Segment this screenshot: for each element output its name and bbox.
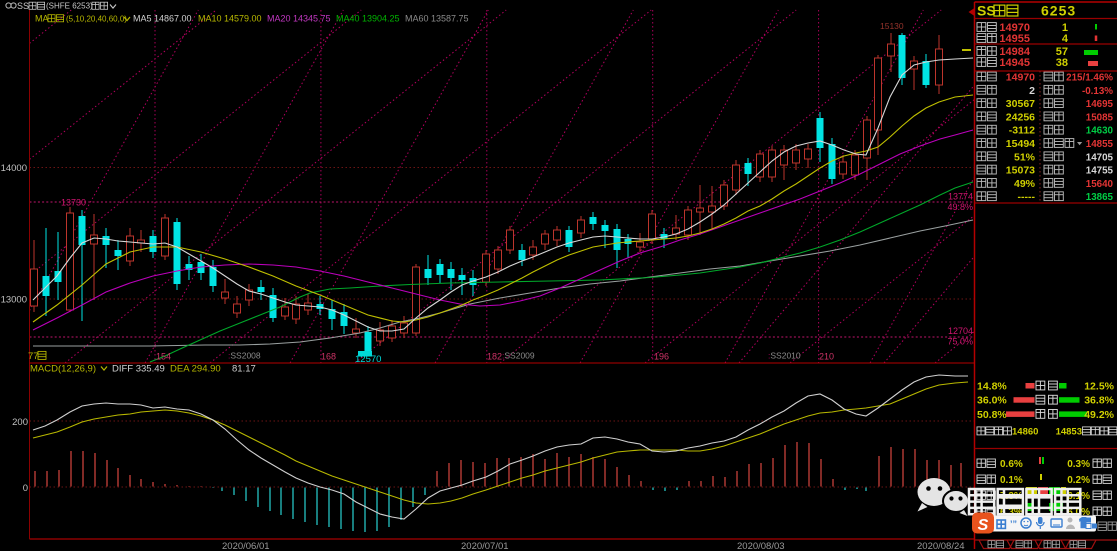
svg-text:12.5%: 12.5% <box>1084 381 1114 393</box>
svg-text:(SHFE 6253): (SHFE 6253) <box>46 2 93 11</box>
svg-text:-0.13%: -0.13% <box>1082 86 1113 97</box>
svg-text:S: S <box>978 517 989 534</box>
svg-text:15640: 15640 <box>1086 179 1114 190</box>
svg-text:14755: 14755 <box>1086 166 1114 177</box>
svg-text:154: 154 <box>156 352 171 362</box>
svg-text:SS: SS <box>977 3 996 19</box>
svg-text:14853: 14853 <box>1056 427 1082 438</box>
svg-text:0.6%: 0.6% <box>1000 459 1023 470</box>
svg-text:13730: 13730 <box>61 198 86 208</box>
svg-text:’”: ’” <box>1010 519 1017 529</box>
svg-text:14970: 14970 <box>999 22 1030 34</box>
svg-text:MA10 14579.00: MA10 14579.00 <box>198 14 262 24</box>
svg-text:36.8%: 36.8% <box>1084 395 1114 407</box>
svg-text:14705: 14705 <box>1086 152 1114 163</box>
svg-text:51%: 51% <box>1014 151 1036 163</box>
svg-text:MA60 13587.75: MA60 13587.75 <box>405 14 469 24</box>
svg-text:14970: 14970 <box>1006 72 1035 84</box>
svg-text:13865: 13865 <box>1086 192 1114 203</box>
svg-text:49.2%: 49.2% <box>1084 409 1114 421</box>
svg-text:15085: 15085 <box>1086 112 1114 123</box>
svg-text:50.8%: 50.8% <box>977 409 1007 421</box>
svg-text:12704: 12704 <box>948 326 973 336</box>
svg-text:14955: 14955 <box>999 33 1030 45</box>
svg-text:MA20 14345.75: MA20 14345.75 <box>267 14 331 24</box>
svg-text:182: 182 <box>487 352 502 362</box>
svg-text:200: 200 <box>12 417 28 428</box>
svg-text:-----: ----- <box>1018 191 1036 203</box>
svg-text:MACD(12,26,9): MACD(12,26,9) <box>30 364 96 375</box>
svg-text:2: 2 <box>1029 85 1035 97</box>
svg-text:81.17: 81.17 <box>232 364 256 375</box>
svg-text:SS: SS <box>17 1 29 11</box>
svg-text:2020/08/03: 2020/08/03 <box>737 541 785 551</box>
svg-text:36.0%: 36.0% <box>977 395 1007 407</box>
svg-text:14000: 14000 <box>1 163 27 174</box>
svg-text:(5,10,20,40,60,0): (5,10,20,40,60,0) <box>66 15 127 24</box>
svg-text:0: 0 <box>23 483 28 494</box>
svg-text:MA40 13904.25: MA40 13904.25 <box>336 14 400 24</box>
svg-text:DIFF 335.49: DIFF 335.49 <box>112 364 165 375</box>
svg-text:6.3%: 6.3% <box>1000 507 1023 518</box>
svg-text:14695: 14695 <box>1086 99 1114 110</box>
svg-text:MA5 14867.00: MA5 14867.00 <box>133 14 192 24</box>
svg-text:14855: 14855 <box>1086 139 1114 150</box>
svg-text:14945: 14945 <box>999 57 1030 69</box>
svg-text:0.1%: 0.1% <box>1000 475 1023 486</box>
svg-text:49%: 49% <box>1014 178 1036 190</box>
svg-text:77: 77 <box>28 351 39 362</box>
svg-text:15073: 15073 <box>1006 165 1035 177</box>
svg-text:2020/06/01: 2020/06/01 <box>222 541 270 551</box>
svg-text:14984: 14984 <box>999 46 1030 58</box>
svg-text:2020/07/01: 2020/07/01 <box>461 541 509 551</box>
svg-text:24256: 24256 <box>1006 111 1035 123</box>
svg-text:38: 38 <box>1056 57 1068 69</box>
svg-text:14860: 14860 <box>1012 427 1038 438</box>
svg-text:6253: 6253 <box>1041 3 1076 19</box>
svg-text:6.0%: 6.0% <box>1067 507 1090 518</box>
svg-text:13774: 13774 <box>948 192 973 202</box>
svg-text:2020/08/24: 2020/08/24 <box>917 541 965 551</box>
svg-text::SS2008: :SS2008 <box>228 351 261 361</box>
svg-text:196: 196 <box>654 352 669 362</box>
svg-text:168: 168 <box>321 352 336 362</box>
svg-text:0.3%: 0.3% <box>1067 459 1090 470</box>
svg-text:14630: 14630 <box>1086 126 1114 137</box>
svg-text:13000: 13000 <box>1 295 27 306</box>
svg-text:15494: 15494 <box>1006 138 1035 150</box>
svg-text:30567: 30567 <box>1006 98 1035 110</box>
svg-text:4: 4 <box>1062 33 1069 45</box>
svg-text:210: 210 <box>819 352 834 362</box>
svg-text:49.8%: 49.8% <box>947 202 973 212</box>
svg-text:1: 1 <box>1062 22 1068 34</box>
svg-text:215/1.46%: 215/1.46% <box>1066 73 1113 84</box>
svg-text:14.8%: 14.8% <box>977 381 1007 393</box>
svg-text:15130: 15130 <box>880 21 904 31</box>
svg-text::SS2009: :SS2009 <box>502 351 535 361</box>
svg-text:75.0%: 75.0% <box>947 337 973 347</box>
svg-text:12570: 12570 <box>355 354 381 365</box>
svg-text:DEA 294.90: DEA 294.90 <box>170 364 221 375</box>
svg-text::SS2010: :SS2010 <box>768 351 801 361</box>
svg-text:57: 57 <box>1056 46 1068 58</box>
svg-text:-3112: -3112 <box>1009 125 1035 137</box>
svg-text:0.2%: 0.2% <box>1067 475 1090 486</box>
svg-text:MA: MA <box>35 14 49 24</box>
